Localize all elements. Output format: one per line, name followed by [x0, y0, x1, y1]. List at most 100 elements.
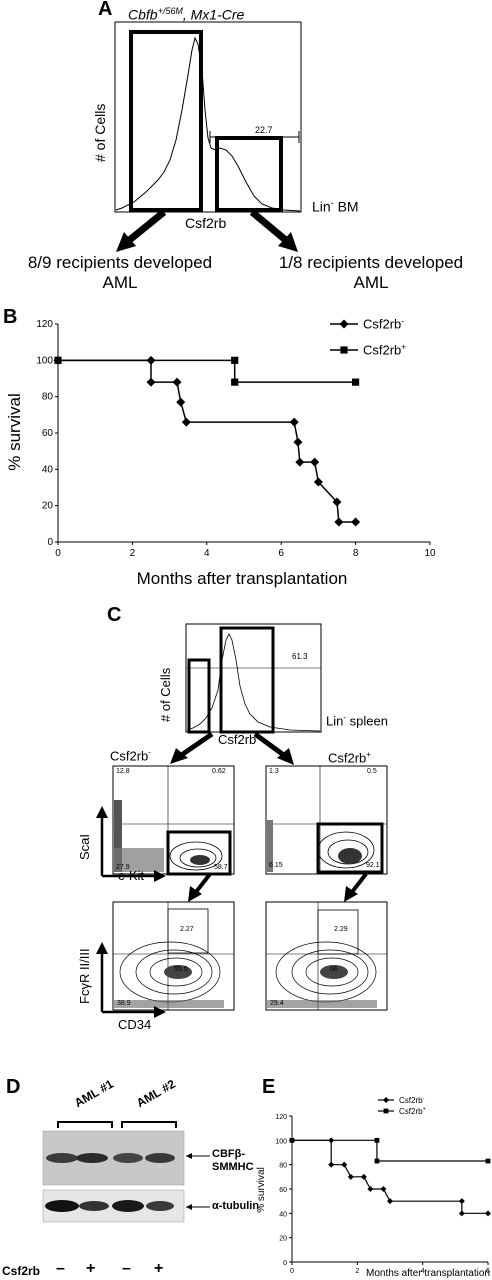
c-lt-q-tl: 12.8	[116, 768, 130, 775]
b-series-line-1	[58, 359, 356, 383]
c-hist-curve	[186, 633, 321, 732]
c-pos-gate	[219, 626, 275, 734]
panel-a-population: Lin- BM	[312, 198, 359, 215]
panel-b-chart: 0 20 40 60 80 100 120 0 2 4 6 8 10 Months after trans…	[5, 315, 436, 588]
c-rb-q-bl: 29.4	[270, 1000, 284, 1007]
e-point-0-5	[360, 1173, 367, 1180]
e-xtick-label-1: 2	[355, 1268, 359, 1275]
e-ytick-label-6: 120	[275, 1114, 287, 1121]
c-rt-q-tr: 0.5	[367, 768, 377, 775]
e-xtick-label-3: 6	[486, 1268, 490, 1275]
c-rt-q-bl: 6.15	[269, 862, 283, 869]
b-point-1-2	[231, 378, 239, 386]
b-ytick-label-5: 100	[36, 355, 53, 366]
b-point-0-6	[289, 417, 299, 427]
histogram-curve	[115, 36, 301, 212]
e-point-0-9	[458, 1198, 465, 1205]
c-rb-q-br: 66	[330, 966, 338, 973]
b-point-1-0	[54, 356, 62, 364]
e-legend-label-1: Csf2rb+	[399, 1107, 426, 1116]
panel-a-gate-value: 22.7	[255, 125, 273, 135]
c-hist-gate: 61.3	[292, 652, 308, 661]
c-left-title: Csf2rb-	[110, 748, 151, 764]
b-point-1-3	[352, 378, 360, 386]
b-ylabel: % survival	[5, 393, 24, 470]
e-ylabel: % survival	[256, 1167, 267, 1213]
c-hist-frame	[185, 623, 322, 733]
b-legend-label-1: Csf2rb+	[363, 341, 406, 357]
e-point-0-4	[347, 1173, 354, 1180]
c-y1-label: ScaI	[77, 833, 92, 860]
b-point-0-3	[172, 377, 182, 387]
d-row-label: Csf2rb	[2, 1264, 41, 1278]
b-point-0-9	[310, 457, 320, 467]
b-point-0-12	[334, 517, 344, 527]
histogram-frame	[114, 21, 302, 213]
e-point-0-8	[387, 1198, 393, 1205]
c-population: Lin- spleen	[326, 713, 388, 729]
c-right-bottom-plot	[265, 901, 388, 1011]
panel-a-histogram	[114, 21, 302, 252]
b-point-0-5	[181, 417, 191, 427]
panel-c-letter: C	[107, 604, 122, 626]
b-ytick-label-3: 60	[42, 428, 54, 439]
b-point-0-11	[332, 497, 342, 507]
positive-gate	[215, 136, 283, 212]
panel-c-flow	[96, 623, 388, 1018]
e-point-0-11	[485, 1210, 491, 1217]
e-point-0-10	[458, 1210, 465, 1217]
panel-a-xlabel: Csf2rb	[185, 215, 227, 231]
e-ytick-label-4: 80	[279, 1163, 287, 1170]
e-point-1-2	[374, 1158, 380, 1164]
d-lane-2: +	[86, 1260, 96, 1277]
arrow-left-head	[116, 232, 136, 252]
c-right-top-plot	[265, 765, 388, 875]
panel-a-letter: A	[98, 0, 113, 20]
c-rt-q-br: 92.1	[366, 862, 380, 869]
c-x2-label: CD34	[118, 1017, 152, 1032]
e-ytick-label-0: 0	[283, 1260, 287, 1267]
panel-e-letter: E	[262, 1076, 276, 1098]
e-series-line-1	[292, 1139, 488, 1162]
e-point-0-2	[328, 1161, 335, 1168]
b-point-0-13	[351, 517, 361, 527]
e-point-0-3	[341, 1161, 348, 1168]
panel-d-blot	[42, 1121, 210, 1223]
c-hist-ylabel: # of Cells	[158, 667, 173, 722]
b-xtick-label-0: 0	[55, 548, 61, 559]
c-x1-label: c-Kit	[118, 868, 144, 883]
e-ytick-label-5: 100	[275, 1138, 287, 1145]
b-series-line-0	[58, 359, 356, 523]
c-lb-q-tr: 2.27	[180, 926, 194, 933]
e-legend-label-0: Csf2rb-	[399, 1096, 425, 1105]
panel-b-letter: B	[3, 306, 18, 328]
b-ytick-label-0: 0	[47, 537, 53, 548]
c-lt-q-tr: 0.62	[212, 768, 226, 775]
b-point-0-7	[293, 437, 303, 447]
e-legend-marker-0	[383, 1097, 389, 1103]
b-point-0-8	[295, 457, 305, 467]
e-point-0-6	[367, 1186, 374, 1192]
c-lb-q-bl: 38.9	[117, 1000, 131, 1007]
b-point-1-1	[231, 356, 239, 364]
c-rb-q-tr: 2.29	[334, 926, 348, 933]
c-lt-q-br: 58.7	[214, 864, 228, 871]
e-point-1-1	[374, 1137, 380, 1143]
b-xlabel: Months after transplantation	[137, 569, 348, 588]
c-left-bottom-plot	[112, 901, 235, 1011]
outcome-right: 1/8 recipients developed AML	[278, 253, 464, 292]
b-xtick-label-1: 2	[130, 548, 136, 559]
c-right-title: Csf2rb+	[328, 750, 371, 766]
e-xtick-label-0: 0	[290, 1268, 294, 1275]
d-lane-1: –	[56, 1260, 65, 1277]
b-ytick-label-4: 80	[42, 392, 54, 403]
b-xtick-label-2: 4	[204, 548, 210, 559]
c-neg-gate	[187, 658, 211, 734]
d-lane-4: +	[154, 1260, 164, 1277]
c-rt-q-tl: 1.3	[269, 768, 279, 775]
c-lt-q-bl: 27.9	[116, 864, 130, 871]
d-band1-label: CBFβ- SMMHC	[212, 1148, 254, 1173]
d-lane-3: –	[122, 1260, 131, 1277]
arrow-left-shaft	[124, 209, 167, 245]
